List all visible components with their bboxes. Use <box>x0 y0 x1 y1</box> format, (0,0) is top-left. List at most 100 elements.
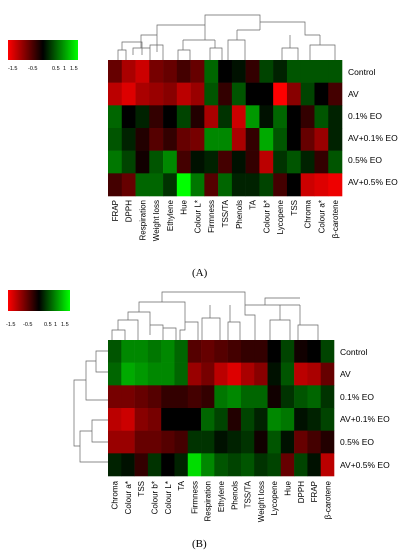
heatmap-b-cell-3-1 <box>121 408 135 431</box>
heatmap-a-cell-3-15 <box>314 128 329 151</box>
heatmap-a-cell-4-10 <box>245 150 260 174</box>
heatmap-a-cell-5-14 <box>300 173 315 197</box>
column-label-b-4: Colour L* <box>164 481 173 514</box>
legend-b-tick-4: 1.5 <box>61 322 69 328</box>
heatmap-b-cell-0-9 <box>227 340 242 363</box>
heatmap-a-cell-1-7 <box>204 82 219 106</box>
heatmap-a-cell-3-16 <box>328 128 343 151</box>
heatmap-a-cell-5-6 <box>190 173 205 197</box>
heatmap-b-cell-5-10 <box>240 453 255 477</box>
heatmap-b-cell-5-2 <box>134 453 149 477</box>
column-label-a-7: Firmness <box>207 200 216 233</box>
heatmap-b-cell-0-1 <box>121 340 135 363</box>
heatmap-b-cell-2-10 <box>240 385 255 409</box>
heatmap-b-cell-4-5 <box>174 430 189 454</box>
heatmap-a-cell-1-11 <box>259 82 274 106</box>
heatmap-b-cell-4-6 <box>187 430 202 454</box>
heatmap-b-cell-5-0 <box>108 453 122 477</box>
panel-label-b: (B) <box>192 538 207 550</box>
heatmap-b-cell-3-5 <box>174 408 189 431</box>
heatmap-a-cell-4-12 <box>273 150 288 174</box>
heatmap-a-cell-4-13 <box>286 150 301 174</box>
column-label-a-13: TSS <box>290 200 299 216</box>
heatmap-b-cell-2-2 <box>134 385 149 409</box>
color-legend-b: -1.5 -0.5 0.5 1 1.5 <box>6 290 70 328</box>
heatmap-b-cell-0-5 <box>174 340 189 363</box>
heatmap-b-cell-0-16 <box>320 340 335 363</box>
heatmap-b-cell-5-6 <box>187 453 202 477</box>
heatmap-b-cell-5-13 <box>280 453 295 477</box>
column-label-b-5: TA <box>177 480 186 490</box>
column-dendrogram-b <box>111 291 319 340</box>
row-label-b-2: 0.1% EO <box>340 392 374 402</box>
heatmap-a-cell-0-0 <box>108 60 123 83</box>
column-label-a-0: FRAP <box>111 200 120 221</box>
heatmap-b-cell-1-7 <box>201 362 215 386</box>
heatmap-b-cell-0-6 <box>187 340 202 363</box>
heatmap-b-cell-4-8 <box>214 430 228 454</box>
column-label-b-16: β-carotene <box>323 480 332 519</box>
heatmap-a-cell-0-5 <box>176 60 191 83</box>
heatmap-b-cell-1-11 <box>254 362 268 386</box>
heatmap-b-cell-2-14 <box>294 385 308 409</box>
heatmap-b-cell-3-12 <box>267 408 282 431</box>
heatmap-a-cell-2-11 <box>259 105 274 129</box>
heatmap-a-cell-3-1 <box>121 128 136 151</box>
heatmap-a-cell-0-13 <box>286 60 301 83</box>
heatmap-a-cell-4-5 <box>176 150 191 174</box>
heatmap-b-cell-5-7 <box>201 453 215 477</box>
heatmap-b-cell-2-7 <box>201 385 215 409</box>
column-label-b-9: Phenols <box>230 481 239 510</box>
heatmap-b-cell-2-6 <box>187 385 202 409</box>
heatmap-a-cell-3-12 <box>273 128 288 151</box>
heatmap-b-cell-1-5 <box>174 362 189 386</box>
heatmap-b-cell-0-4 <box>161 340 175 363</box>
row-label-a-1: AV <box>348 89 359 99</box>
heatmap-b-cell-1-3 <box>147 362 162 386</box>
heatmap-a-cell-5-13 <box>286 173 301 197</box>
heatmap-b-cell-3-11 <box>254 408 268 431</box>
heatmap-b-cell-2-15 <box>307 385 321 409</box>
heatmap-b-cell-0-11 <box>254 340 268 363</box>
column-label-a-8: TSS/TA <box>221 199 230 227</box>
heatmap-b-cell-0-2 <box>134 340 149 363</box>
heatmap-b-cell-2-4 <box>161 385 175 409</box>
heatmap-a-cell-5-12 <box>273 173 288 197</box>
heatmap-a-cell-3-6 <box>190 128 205 151</box>
heatmap-b-cell-0-14 <box>294 340 308 363</box>
column-label-b-13: Hue <box>283 480 292 495</box>
heatmap-a-cell-5-16 <box>328 173 343 197</box>
column-label-b-15: FRAP <box>310 481 319 502</box>
legend-b-tick-0: -1.5 <box>6 322 15 328</box>
column-label-a-5: Hue <box>180 199 189 214</box>
heatmap-a <box>108 60 343 197</box>
column-label-b-11: Weight loss <box>257 481 266 522</box>
row-label-b-4: 0.5% EO <box>340 437 374 447</box>
heatmap-b-cell-2-12 <box>267 385 282 409</box>
heatmap-b-cell-2-16 <box>320 385 335 409</box>
heatmap-b-cell-4-1 <box>121 430 135 454</box>
row-label-a-0: Control <box>348 67 376 77</box>
panel-label-a: (A) <box>192 267 208 279</box>
column-label-a-9: Phenols <box>235 200 244 229</box>
heatmap-a-cell-3-4 <box>163 128 178 151</box>
row-label-a-4: 0.5% EO <box>348 155 382 165</box>
column-label-b-8: Ethylene <box>217 480 226 512</box>
heatmap-a-cell-2-6 <box>190 105 205 129</box>
heatmap-b-cell-5-9 <box>227 453 242 477</box>
heatmap-a-cell-2-0 <box>108 105 123 129</box>
heatmap-a-cell-1-9 <box>231 82 246 106</box>
legend-a-tick-2: 0.5 <box>52 66 60 72</box>
heatmap-a-cell-1-14 <box>300 82 315 106</box>
heatmap-a-cell-4-4 <box>163 150 178 174</box>
heatmap-b-cell-0-12 <box>267 340 282 363</box>
heatmap-b-cell-2-5 <box>174 385 189 409</box>
column-label-a-3: Weight loss <box>152 200 161 241</box>
heatmap-a-cell-5-3 <box>149 173 164 197</box>
heatmap-a-cell-1-3 <box>149 82 164 106</box>
heatmap-a-cell-2-15 <box>314 105 329 129</box>
column-label-a-6: Colour L* <box>193 200 202 233</box>
column-labels-a: FRAP DPPH Respiration Weight loss Ethylene Hu… <box>111 199 340 241</box>
color-legend-a: -1.5 -0.5 0.5 1 1.5 <box>8 40 78 72</box>
